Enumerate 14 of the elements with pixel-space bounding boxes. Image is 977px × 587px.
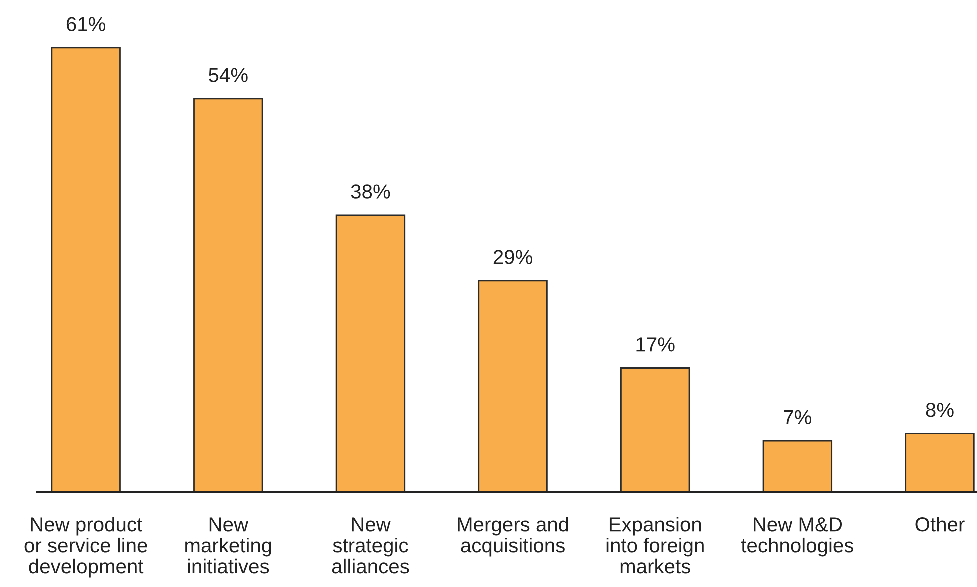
x-tick-label: New M&D technologies (741, 518, 854, 557)
x-tick-label: New marketing initiatives (186, 518, 272, 574)
data-label: 17% (636, 338, 675, 352)
data-label: 54% (209, 68, 248, 82)
data-label: 38% (351, 184, 390, 199)
x-tick-label: Other (916, 517, 965, 532)
x-tick-label: Mergers and acquisitions (458, 517, 568, 557)
data-label: 7% (784, 410, 812, 424)
data-label: 29% (494, 250, 532, 264)
data-label: 61% (66, 17, 106, 32)
x-tick-label: Expansion into foreign markets (606, 517, 704, 574)
x-tick-label: New strategic alliances (332, 518, 410, 574)
data-label: 8% (926, 403, 954, 418)
x-tick-label: New product or service line development (24, 517, 148, 578)
